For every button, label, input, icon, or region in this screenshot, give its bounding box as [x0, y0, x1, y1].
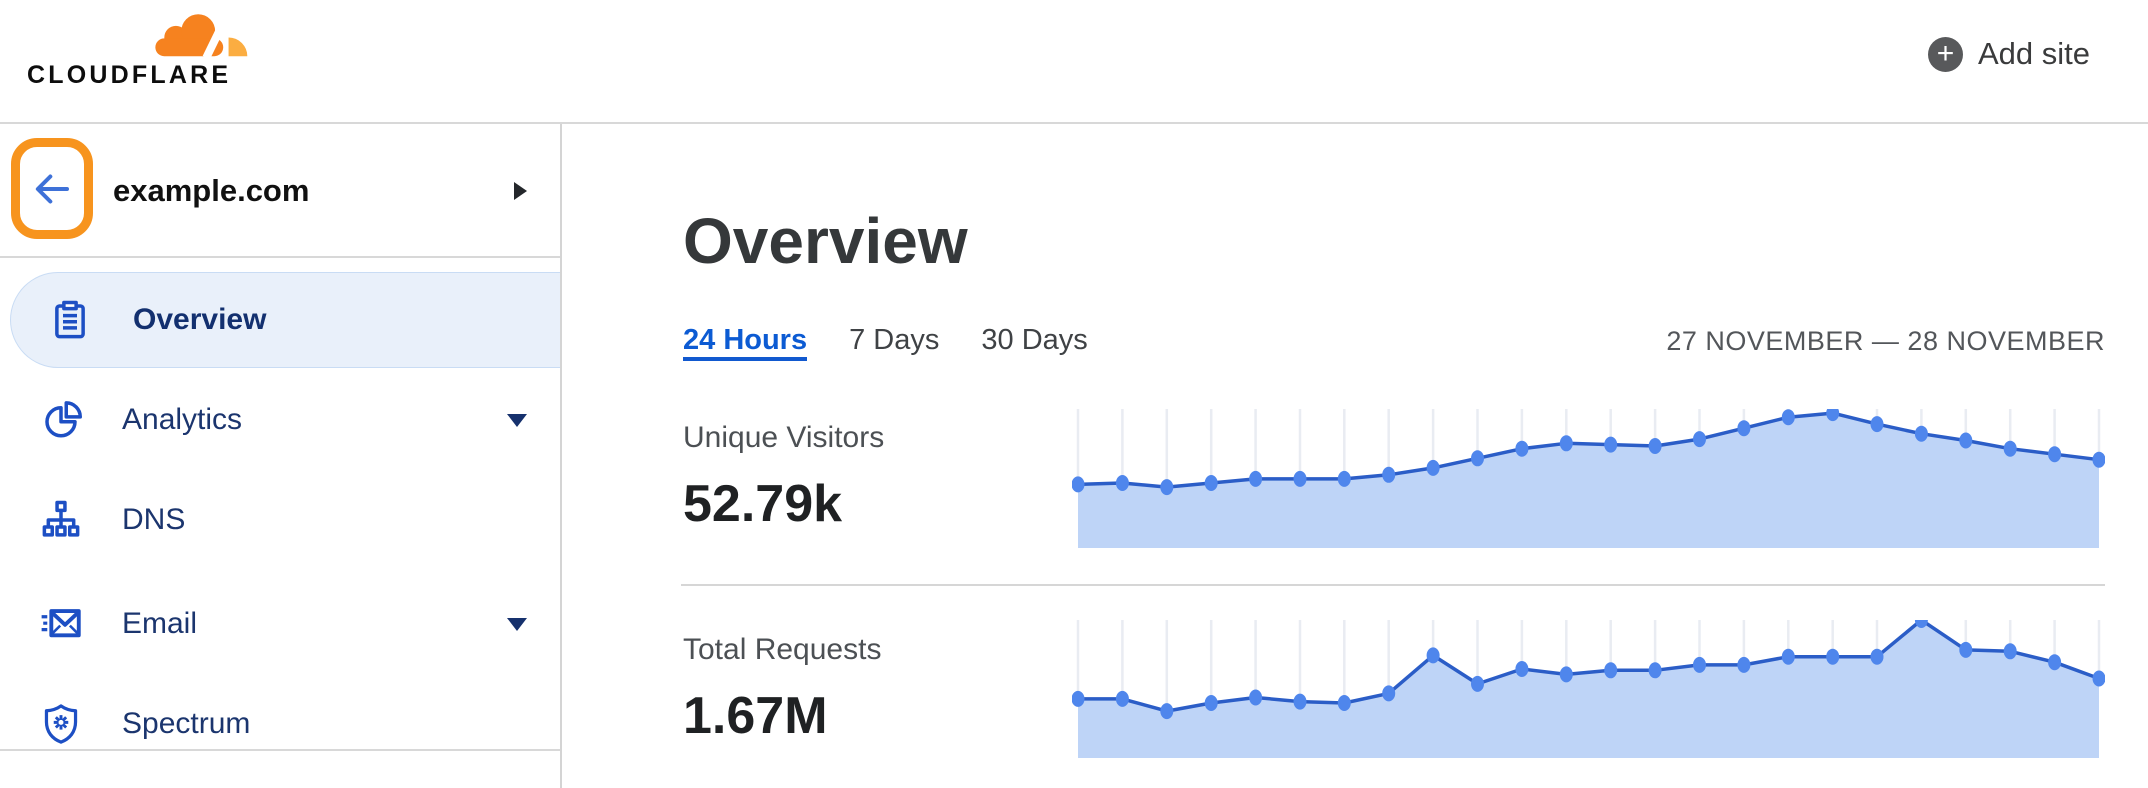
clipboard-icon: [55, 300, 85, 339]
tab-30-days[interactable]: 30 Days: [981, 324, 1088, 356]
header-divider: [0, 122, 2148, 124]
sidebar-item-overview[interactable]: Overview: [10, 272, 560, 368]
highlight-annotation: [11, 138, 93, 239]
top-header: CLOUDFLARE + Add site: [0, 0, 2148, 122]
cloudflare-cloud-icon: [155, 14, 248, 58]
add-site-button[interactable]: + Add site: [1927, 36, 2090, 72]
sidebar-item-label: Email: [122, 607, 198, 640]
shield-icon: [44, 704, 78, 744]
site-selector-row[interactable]: example.com: [0, 124, 560, 258]
add-site-label: Add site: [1977, 36, 2090, 71]
sidebar-item-spectrum[interactable]: Spectrum: [0, 676, 560, 772]
time-range-tabs: 24 Hours 7 Days 30 Days: [683, 324, 1088, 361]
back-arrow-icon[interactable]: [32, 169, 72, 209]
sidebar-item-email[interactable]: Email: [0, 576, 560, 672]
metric-label: Unique Visitors: [683, 421, 885, 454]
sidebar-item-dns[interactable]: DNS: [0, 472, 560, 568]
envelope-icon: [41, 609, 81, 638]
cloudflare-wordmark: CLOUDFLARE: [27, 61, 232, 89]
main-content: Overview 24 Hours 7 Days 30 Days 27 NOVE…: [564, 124, 2148, 788]
site-name: example.com: [113, 173, 310, 208]
page-title: Overview: [683, 205, 968, 277]
sidebar-divider: [0, 749, 560, 751]
sidebar-item-label: Spectrum: [122, 707, 251, 740]
metric-label: Total Requests: [683, 633, 882, 666]
sidebar-item-label: Overview: [133, 303, 267, 336]
plus-icon: +: [1927, 36, 1963, 72]
metrics-row-divider: [681, 584, 2105, 586]
total-requests-chart: [1072, 620, 2105, 758]
tab-7-days[interactable]: 7 Days: [849, 324, 940, 356]
chevron-right-icon[interactable]: [514, 182, 527, 200]
metric-value: 52.79k: [683, 475, 843, 533]
sidebar-item-label: DNS: [122, 503, 186, 536]
tab-24-hours[interactable]: 24 Hours: [683, 324, 808, 361]
unique-visitors-chart: [1072, 409, 2105, 548]
metric-total-requests: Total Requests 1.67M: [683, 632, 1063, 744]
cloudflare-logo[interactable]: CLOUDFLARE: [27, 8, 257, 90]
sidebar-item-label: Analytics: [122, 403, 243, 436]
metric-value: 1.67M: [683, 687, 828, 745]
sitemap-icon: [42, 500, 80, 537]
chevron-down-icon: [507, 414, 527, 427]
pie-chart-icon: [45, 401, 82, 438]
sidebar: example.com Overview Analytics DNS: [0, 124, 562, 788]
date-range-label: 27 NOVEMBER — 28 NOVEMBER: [1666, 326, 2105, 356]
chevron-down-icon: [507, 618, 527, 631]
sidebar-item-analytics[interactable]: Analytics: [0, 372, 560, 468]
metric-unique-visitors: Unique Visitors 52.79k: [683, 420, 1063, 532]
